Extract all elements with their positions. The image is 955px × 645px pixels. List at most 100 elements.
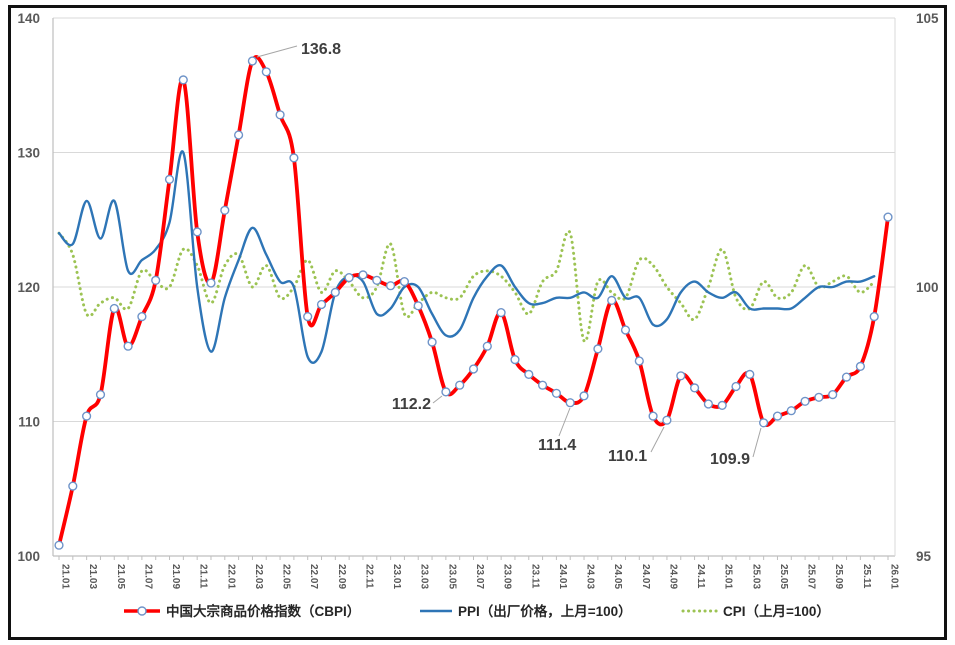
cbpi-marker [869,312,879,322]
ppi-line [57,150,876,364]
cbpi-marker [717,400,727,411]
x-axis-label: 21.07 [142,564,153,589]
cbpi-marker [579,391,589,401]
x-axis-label: 25.03 [750,564,761,589]
cbpi-marker [137,312,147,322]
cbpi-marker [330,287,340,298]
x-axis-label: 22.11 [363,564,374,589]
series-lines [54,55,893,550]
cbpi-marker [758,418,769,428]
x-axis-label: 24.11 [695,564,706,589]
annotation-value-label: 111.4 [538,437,576,454]
x-axis-label: 21.09 [170,564,181,589]
cbpi-marker [413,301,423,311]
annotations: 136.8 112.2 111.4 110.1 109.9 [256,41,762,468]
cbpi-marker [620,325,631,335]
x-axis-label: 23.07 [474,564,485,589]
cbpi-marker [206,278,216,288]
left-axis-label: 110 [18,415,40,430]
cbpi-line [57,55,890,548]
x-axis-label: 23.09 [502,564,513,589]
cbpi-marker [772,411,783,421]
x-axis-label: 23.03 [419,564,430,589]
cbpi-marker [786,406,796,416]
legend-item-ppi: PPI（出厂价格，上月=100） [420,603,632,619]
left-axis-label: 100 [17,549,40,564]
cbpi-marker [372,275,382,285]
legend-item-cbpi: 中国大宗商品价格指数（CBPI） [124,603,360,619]
left-axis-label: 140 [17,11,40,26]
x-axis-label: 26.01 [889,564,900,589]
x-axis-label: 23.01 [391,564,402,589]
legend-item-cpi: CPI（上月=100） [681,604,830,619]
left-axis-label: 120 [17,280,40,295]
cbpi-legend-marker-icon [137,606,147,616]
cbpi-marker [703,399,714,409]
annotation-value-label: 112.2 [392,396,431,413]
x-axis-label: 21.03 [87,564,98,589]
cbpi-marker [593,344,603,354]
x-axis-label: 21.11 [198,564,209,589]
cbpi-marker [496,308,506,318]
cbpi-marker [800,396,810,406]
x-axis-label: 25.05 [778,564,789,589]
cbpi-marker [427,337,437,347]
annotation-value-label: 109.9 [710,451,750,468]
annotation-leader-line [650,426,665,453]
right-axis-label: 105 [916,11,939,26]
cbpi-marker [192,227,202,237]
cbpi-marker [220,205,230,215]
x-axis-label: 25.01 [723,564,734,589]
annotation-leader-line [432,395,443,404]
cbpi-marker [178,75,188,85]
x-axis-label: 21.05 [115,564,126,589]
annotation-leader-line [256,45,298,58]
cbpi-marker [95,390,106,400]
cbpi-marker [689,383,700,393]
cpi-line [57,229,876,343]
cbpi-marker [386,281,396,291]
cbpi-marker [524,369,534,380]
x-axis-label: 25.09 [833,564,844,589]
cbpi-marker [68,481,78,491]
cbpi-marker [441,387,451,397]
cbpi-marker [164,174,175,185]
cbpi-marker [261,67,271,77]
cbpi-marker [455,380,465,390]
cbpi-marker [828,390,838,400]
x-axis-label: 22.09 [336,564,347,589]
x-axis-label: 23.05 [446,564,457,589]
cbpi-marker [399,277,410,287]
cbpi-marker [634,356,644,366]
annotation-value-label: 110.1 [608,448,647,465]
axes: 100 110 120 130 140 95 100 105 21.01 21.03 21.05 21… [17,11,939,589]
cbpi-marker [468,364,479,374]
cbpi-marker [123,341,133,351]
right-axis-label: 95 [916,549,932,564]
cbpi-marker [344,273,354,283]
cbpi-marker [731,381,741,392]
cbpi-marker [648,411,658,421]
legend: 中国大宗商品价格指数（CBPI） PPI（出厂价格，上月=100） CPI（上月… [124,603,830,619]
x-axis-label: 22.05 [281,564,292,589]
cbpi-marker [247,56,258,66]
cbpi-marker [565,398,575,408]
cbpi-marker [81,411,92,421]
x-axis-label: 24.03 [585,564,596,589]
cbpi-marker [814,392,824,402]
x-axis-label: 24.05 [612,564,623,589]
annotation-leader-line [752,427,762,458]
cbpi-marker [537,380,548,390]
cbpi-marker [109,303,119,314]
cbpi-marker [607,295,617,306]
x-axis-label: 24.07 [640,564,651,589]
x-axis-label: 25.07 [806,564,817,589]
annotation-value-label: 136.8 [301,41,341,58]
x-axis-label: 24.09 [667,564,678,589]
cbpi-marker [316,299,327,310]
legend-label-cbpi: 中国大宗商品价格指数（CBPI） [166,603,360,619]
cbpi-marker [289,153,299,163]
cbpi-marker [676,371,686,381]
x-axis-label: 21.01 [60,564,71,589]
